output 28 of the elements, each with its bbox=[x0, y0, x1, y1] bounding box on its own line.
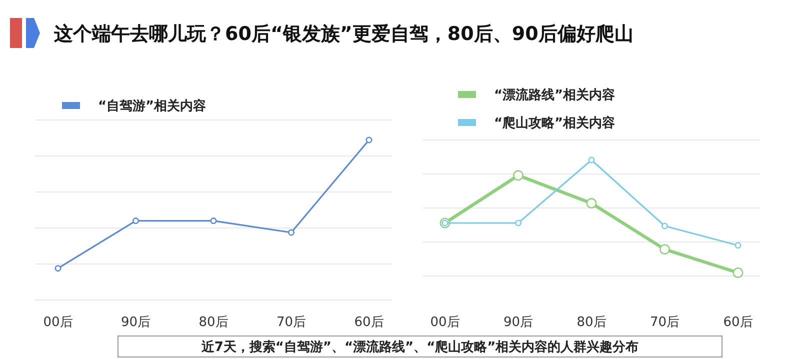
x-tick-label: 60后 bbox=[723, 315, 753, 330]
point bbox=[586, 198, 597, 209]
point bbox=[732, 268, 744, 278]
point bbox=[515, 220, 522, 226]
x-tick-label: 00后 bbox=[43, 315, 73, 330]
point bbox=[54, 265, 62, 272]
point bbox=[513, 170, 524, 181]
x-tick-label: 80后 bbox=[576, 315, 606, 330]
x-tick-label: 90后 bbox=[503, 315, 534, 330]
point bbox=[588, 156, 595, 164]
point bbox=[132, 218, 139, 224]
point bbox=[288, 229, 294, 236]
x-tick-label: 60后 bbox=[354, 315, 384, 330]
x-tick-label: 70后 bbox=[650, 315, 680, 330]
point bbox=[366, 136, 372, 144]
x-tick-label: 00后 bbox=[430, 315, 460, 330]
x-tick-label: 70后 bbox=[276, 315, 306, 330]
point bbox=[662, 222, 668, 230]
chart-title: 这个端午去哪儿玩？60后“银发族”更爱自驾，80后、90后偏好爬山 bbox=[53, 23, 634, 45]
point bbox=[210, 218, 217, 224]
point bbox=[660, 244, 670, 255]
x-tick-label: 80后 bbox=[198, 315, 228, 330]
x-tick-label: 90后 bbox=[120, 315, 151, 330]
legend-label: “漂流路线”相关内容 bbox=[494, 87, 616, 103]
legend-label: “自驾游”相关内容 bbox=[98, 98, 206, 114]
legend-label: “爬山攻略”相关内容 bbox=[494, 115, 616, 131]
point bbox=[734, 242, 742, 249]
text: 近7天，搜索“自驾游”、“漂流路线”、“爬山攻略”相关内容的人群兴趣分布 bbox=[200, 339, 639, 355]
